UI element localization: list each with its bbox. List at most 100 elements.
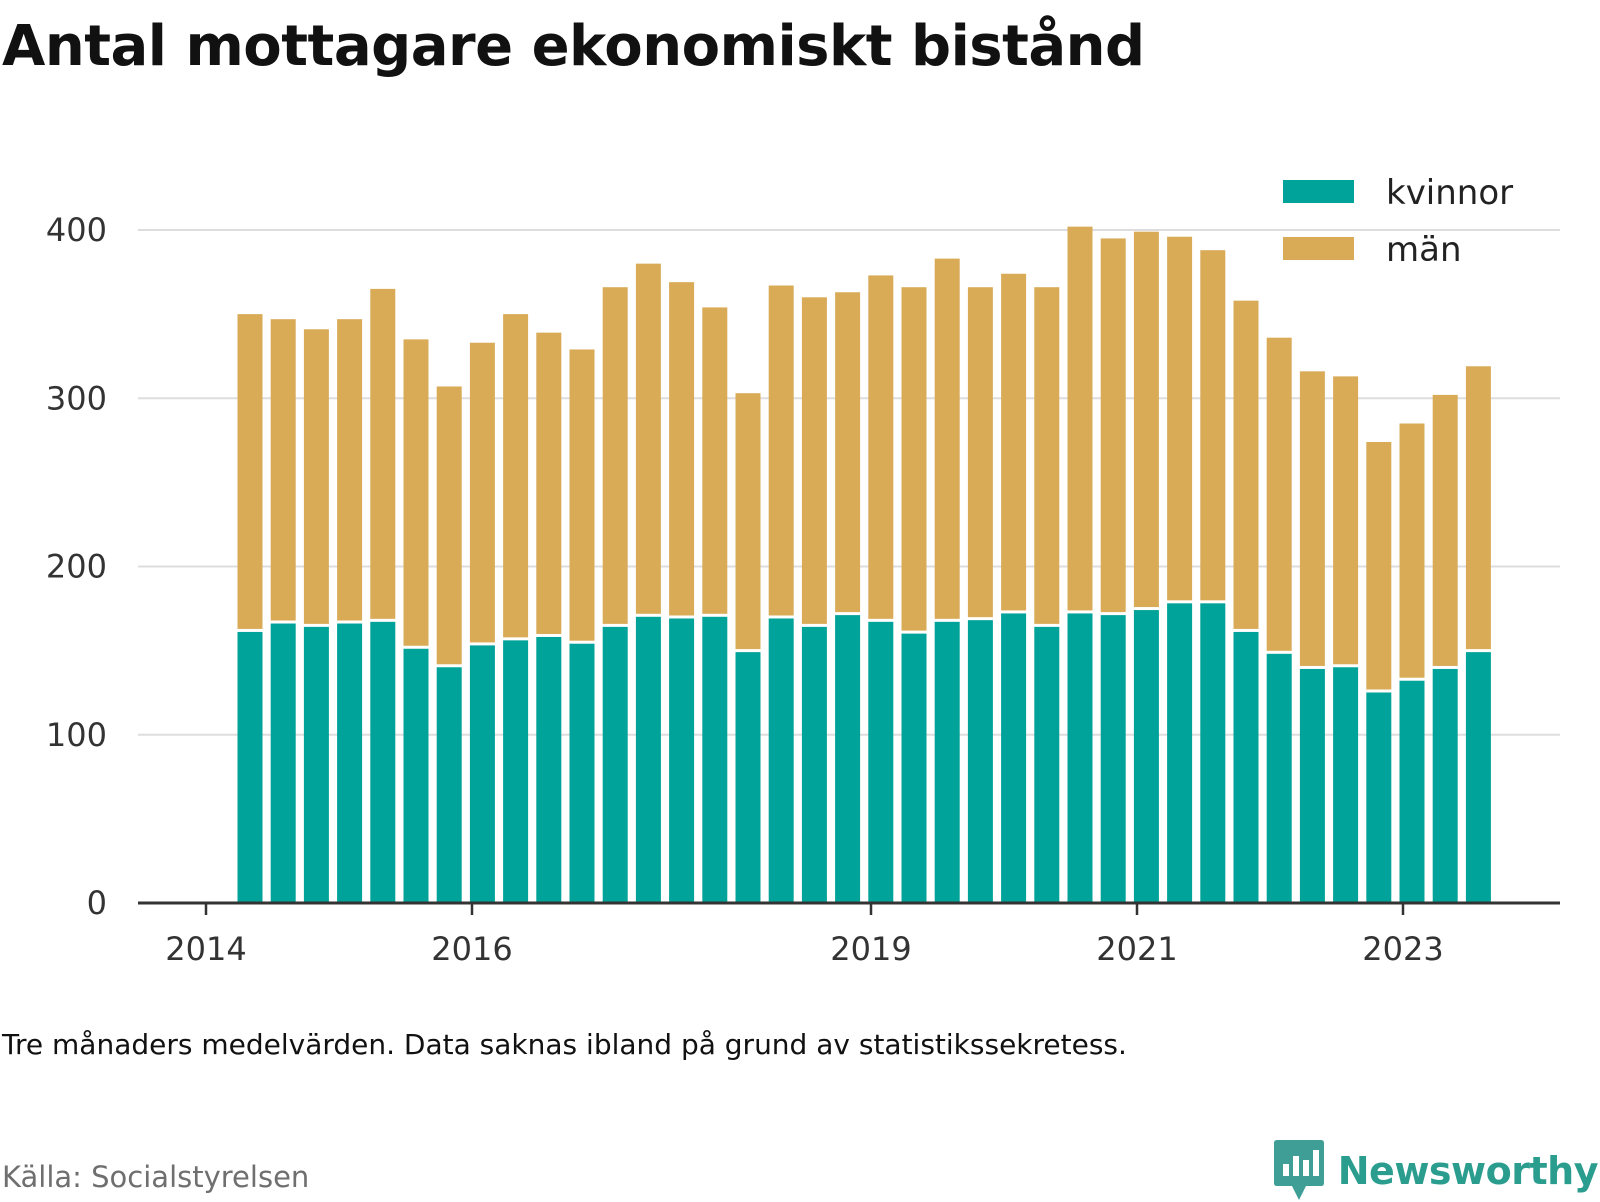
chart-title: Antal mottagare ekonomiskt bistånd (2, 14, 1145, 79)
bar-man (1133, 231, 1159, 608)
bar-man (1366, 441, 1392, 690)
y-tick-label: 200 (46, 548, 107, 586)
bar-man (735, 393, 761, 650)
bar-man (602, 287, 628, 624)
bar-man (1001, 273, 1027, 611)
y-tick-label: 100 (46, 716, 107, 754)
bar-kvinnor (303, 626, 329, 903)
bar-kvinnor (370, 621, 396, 903)
bar-kvinnor (702, 616, 728, 903)
bar-man (1067, 226, 1093, 611)
legend: kvinnor män (1283, 173, 1513, 270)
bar-man (901, 287, 927, 631)
bar-man (1167, 236, 1193, 601)
bar-man (1034, 287, 1060, 624)
bar-kvinnor (569, 643, 595, 903)
bar-man (1333, 376, 1359, 665)
bar-man (669, 282, 695, 616)
bar-kvinnor (1100, 615, 1126, 903)
bar-man (536, 332, 562, 634)
legend-swatch-man (1283, 237, 1354, 260)
bar-kvinnor (967, 620, 993, 903)
x-tick-label: 2016 (431, 930, 512, 968)
x-tick-label: 2019 (830, 930, 911, 968)
bar-man (1432, 394, 1458, 666)
stacked-bar-chart: 0 100 200 300 400 2014 2016 2019 2021 2023 kvinno… (46, 173, 1560, 968)
bar-kvinnor (1465, 652, 1491, 903)
newsworthy-logo-icon (1273, 1140, 1324, 1200)
bar-kvinnor (602, 626, 628, 903)
bar-man (503, 314, 529, 638)
source-label: Källa: Socialstyrelsen (2, 1160, 310, 1194)
bar-man (569, 349, 595, 641)
bar-man (1399, 423, 1425, 678)
chart-note: Tre månaders medelvärden. Data saknas ib… (2, 1028, 1127, 1061)
bar-kvinnor (868, 621, 894, 903)
bar-man (469, 342, 495, 643)
bar-kvinnor (635, 616, 661, 903)
bar-man (337, 319, 363, 621)
bar-man (1465, 366, 1491, 650)
bar-kvinnor (1133, 610, 1159, 903)
bars (237, 226, 1491, 903)
bar-kvinnor (1233, 631, 1259, 903)
bar-man (1200, 250, 1226, 601)
bar-man (1233, 300, 1259, 629)
legend-label-kvinnor: kvinnor (1386, 173, 1513, 213)
bar-kvinnor (1333, 667, 1359, 903)
bar-kvinnor (1399, 680, 1425, 903)
brand-logo: Newsworthy (1273, 1140, 1599, 1202)
axes: 0 100 200 300 400 2014 2016 2019 2021 2023 (46, 211, 1560, 968)
bar-kvinnor (1266, 653, 1292, 903)
bar-man (801, 297, 827, 624)
bar-kvinnor (768, 618, 794, 903)
bar-man (934, 258, 960, 619)
legend-label-man: män (1386, 230, 1462, 270)
bar-kvinnor (503, 640, 529, 903)
bar-kvinnor (1299, 668, 1325, 903)
legend-swatch-kvinnor (1283, 180, 1354, 203)
bar-kvinnor (1366, 692, 1392, 903)
y-tick-label: 300 (46, 379, 107, 417)
x-tick-label: 2014 (165, 930, 246, 968)
bar-kvinnor (1034, 626, 1060, 903)
bar-man (768, 285, 794, 616)
bar-kvinnor (237, 631, 263, 903)
bar-kvinnor (436, 667, 462, 903)
bar-kvinnor (1067, 613, 1093, 903)
bar-man (436, 386, 462, 665)
bar-kvinnor (337, 623, 363, 903)
bar-man (868, 275, 894, 619)
bar-man (702, 307, 728, 614)
y-tick-label: 400 (46, 211, 107, 249)
bar-kvinnor (1001, 613, 1027, 903)
bar-man (1100, 238, 1126, 613)
bar-man (635, 263, 661, 614)
bar-kvinnor (934, 621, 960, 903)
bar-man (370, 288, 396, 619)
bar-man (303, 329, 329, 624)
bar-man (1299, 371, 1325, 666)
bar-kvinnor (835, 615, 861, 903)
bar-man (1266, 337, 1292, 651)
bar-kvinnor (1167, 603, 1193, 903)
bar-man (403, 339, 429, 646)
bar-man (835, 292, 861, 613)
x-tick-label: 2023 (1362, 930, 1443, 968)
y-tick-label: 0 (87, 884, 107, 922)
bar-kvinnor (469, 645, 495, 903)
bar-kvinnor (801, 626, 827, 903)
bar-kvinnor (735, 652, 761, 903)
brand-name: Newsworthy (1337, 1149, 1599, 1193)
bar-man (967, 287, 993, 618)
bar-kvinnor (1432, 668, 1458, 903)
bar-kvinnor (669, 618, 695, 903)
bar-kvinnor (901, 633, 927, 903)
bar-kvinnor (536, 636, 562, 903)
x-tick-label: 2021 (1096, 930, 1177, 968)
bar-man (270, 319, 296, 621)
bar-kvinnor (270, 623, 296, 903)
bar-kvinnor (1200, 603, 1226, 903)
bar-man (237, 314, 263, 629)
bar-kvinnor (403, 648, 429, 903)
